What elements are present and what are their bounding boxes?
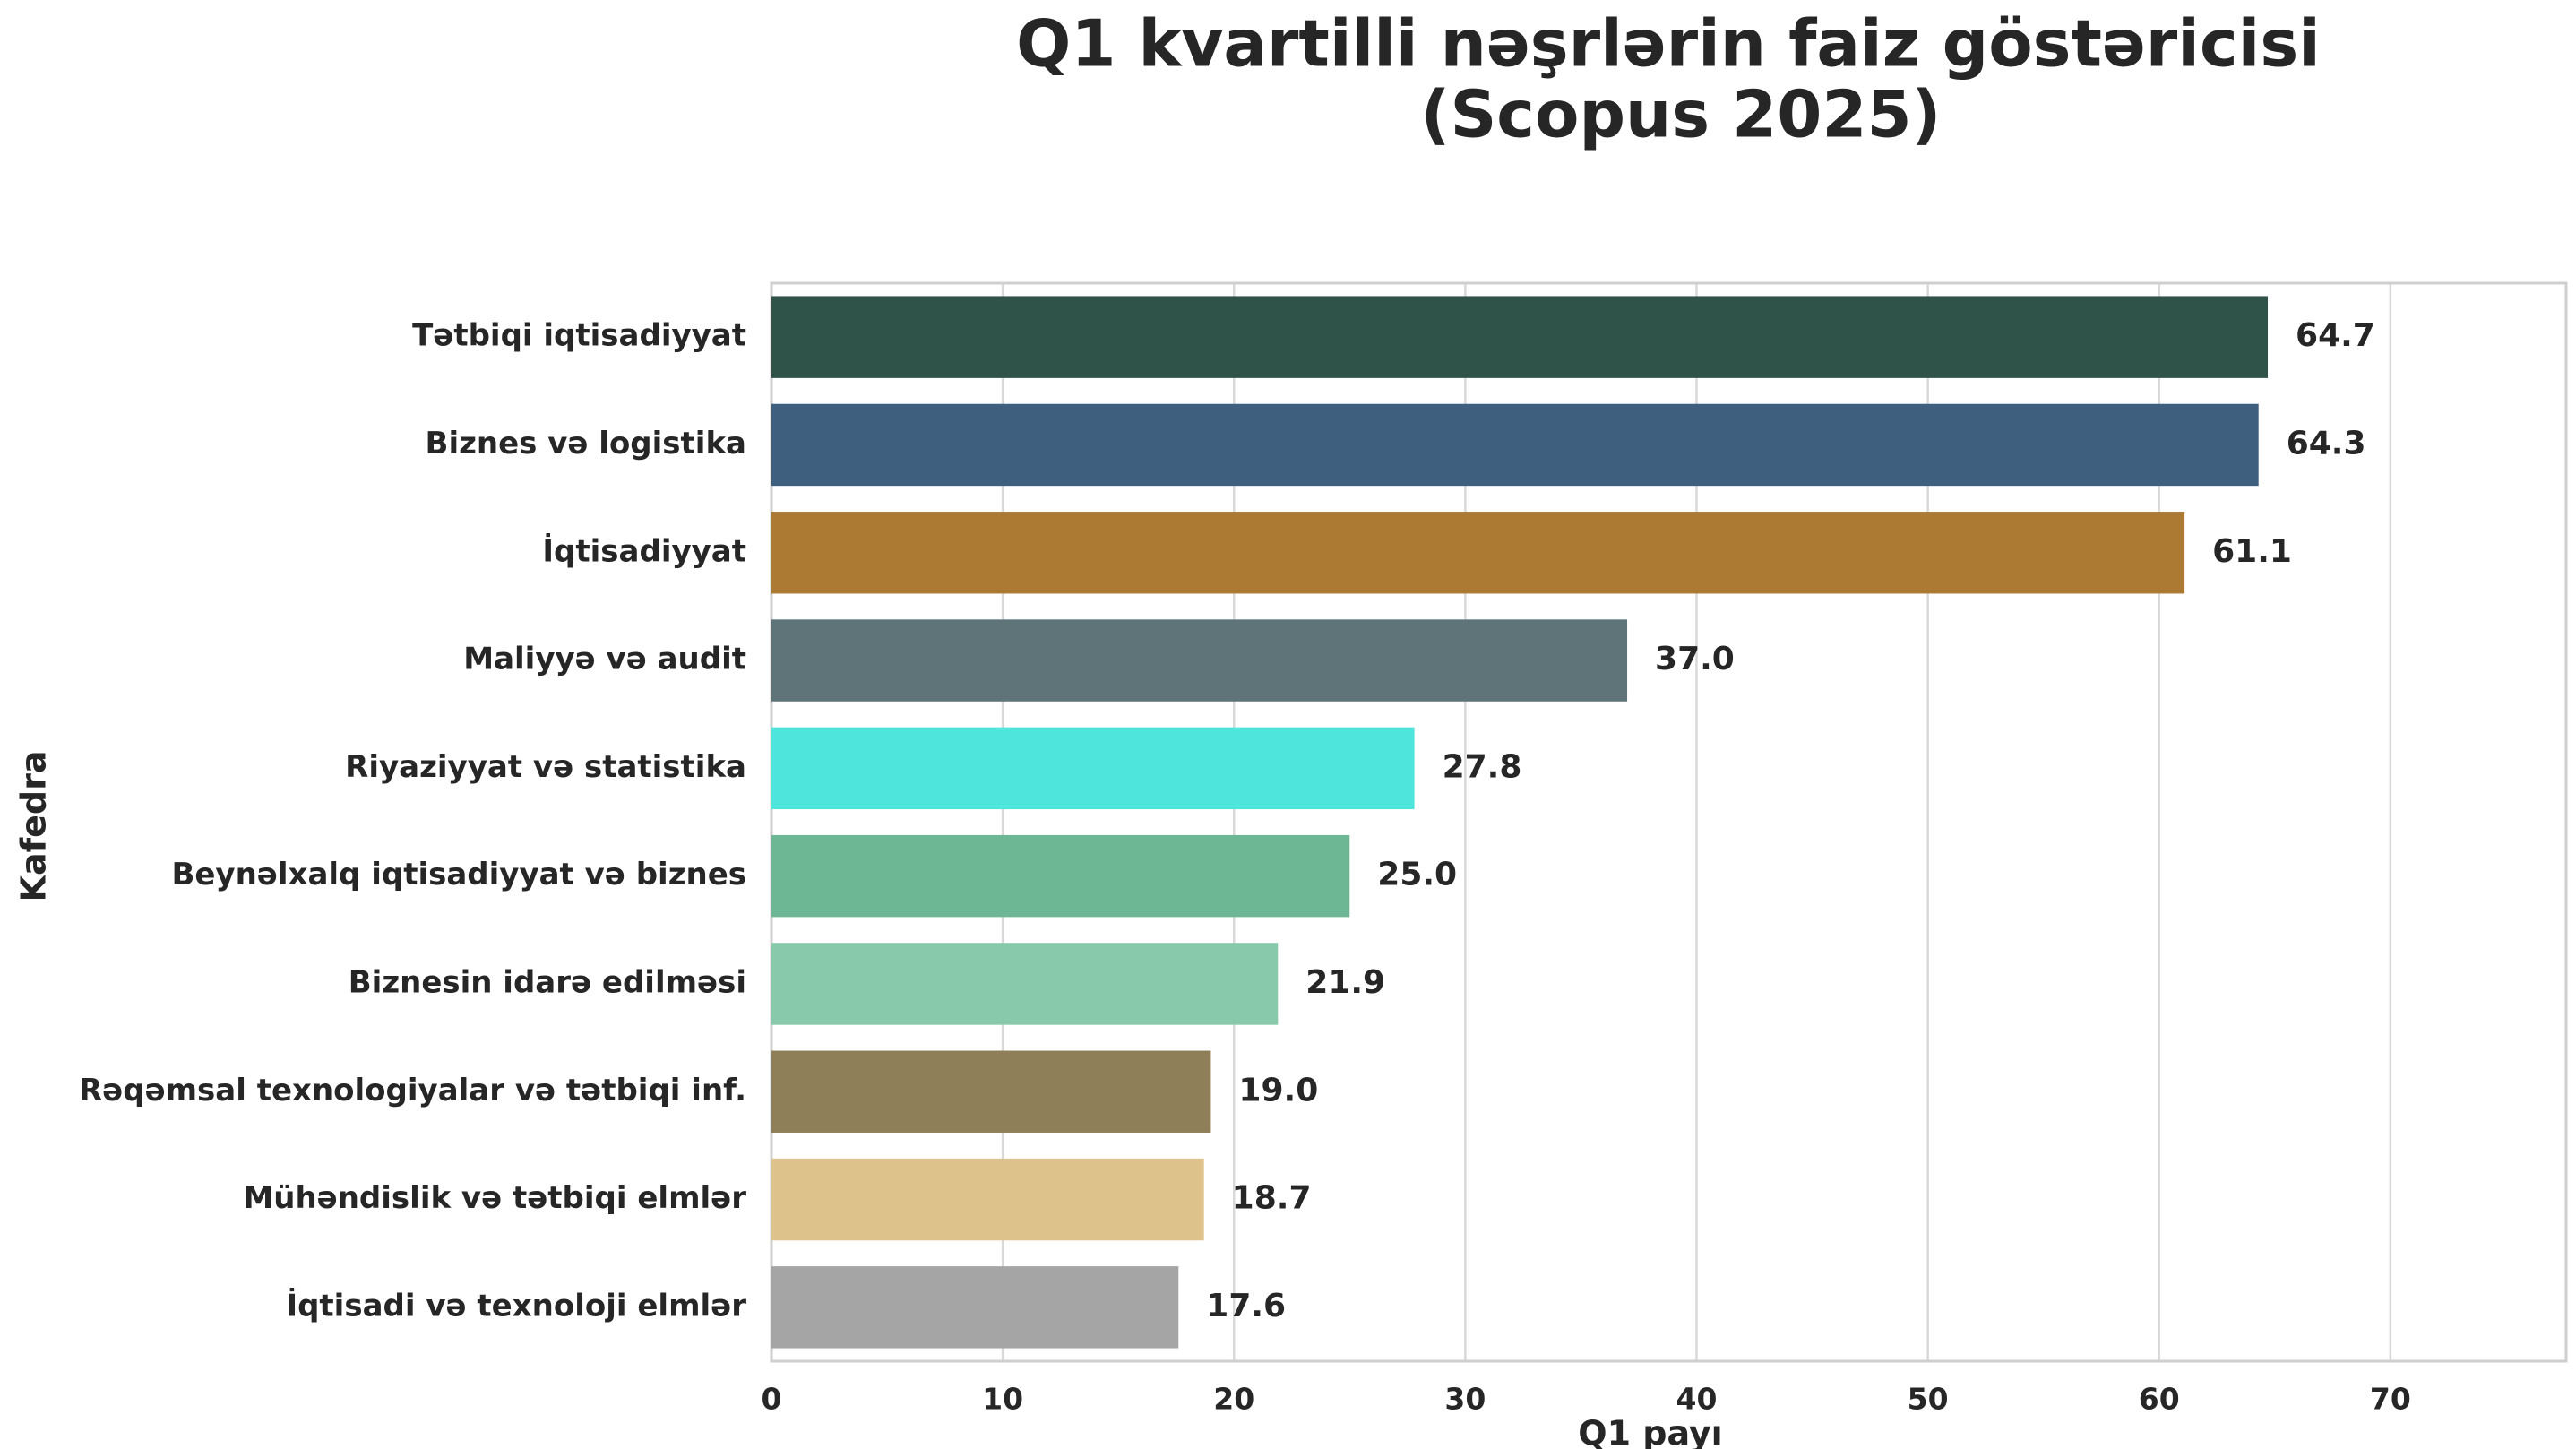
x-tick-label: 10 [982,1382,1023,1417]
y-tick-label: İqtisadi və texnoloji elmlər [286,1287,746,1324]
value-label: 18.7 [1232,1180,1312,1217]
value-label: 19.0 [1238,1072,1318,1108]
y-tick-label: Mühəndislik və tətbiqi elmlər [243,1180,746,1216]
y-tick-label: Riyaziyyat və statistika [345,749,746,785]
bar [771,727,1415,810]
bar [771,943,1279,1025]
value-label: 25.0 [1377,857,1457,893]
x-tick-label: 70 [2370,1382,2411,1417]
value-label: 64.3 [2287,425,2366,461]
chart-title: Q1 kvartilli nəşrlərin faiz göstəricisi [1016,6,2321,82]
bar [771,619,1628,702]
y-tick-label: Maliyyə və audit [463,642,746,677]
value-label: 37.0 [1655,641,1735,677]
bar [771,403,2259,487]
y-tick-label: Tətbiqi iqtisadiyyat [412,318,746,354]
bar [771,296,2269,378]
x-tick-label: 0 [762,1382,782,1417]
y-tick-label: Biznesin idarə edilməsi [349,964,746,1000]
y-tick-label: Rəqəmsal texnologiyalar və tətbiqi inf. [79,1073,746,1108]
value-label: 17.6 [1206,1288,1286,1324]
y-tick-label: Biznes və logistika [426,426,746,461]
value-label: 21.9 [1305,964,1385,1001]
chart-title: (Scopus 2025) [1421,77,1942,152]
value-label: 61.1 [2212,533,2292,570]
x-tick-label: 40 [1676,1382,1718,1417]
x-axis-label: Q1 payı [1578,1414,1722,1449]
x-tick-label: 60 [2139,1382,2180,1417]
bar [771,1050,1211,1133]
bar [771,834,1350,918]
plot-frame [770,281,2568,1363]
y-axis-label: Kafedra [14,751,54,902]
x-tick-label: 50 [1908,1382,1949,1417]
value-label: 27.8 [1443,748,1522,785]
y-tick-label: İqtisadiyyat [542,532,746,569]
bar [771,1158,1204,1241]
x-tick-label: 30 [1444,1382,1486,1417]
y-tick-label: Beynəlxalq iqtisadiyyat və biznes [171,857,746,893]
x-tick-label: 20 [1213,1382,1254,1417]
bar [771,512,2185,594]
value-label: 64.7 [2296,317,2375,354]
bar [771,1266,1179,1349]
